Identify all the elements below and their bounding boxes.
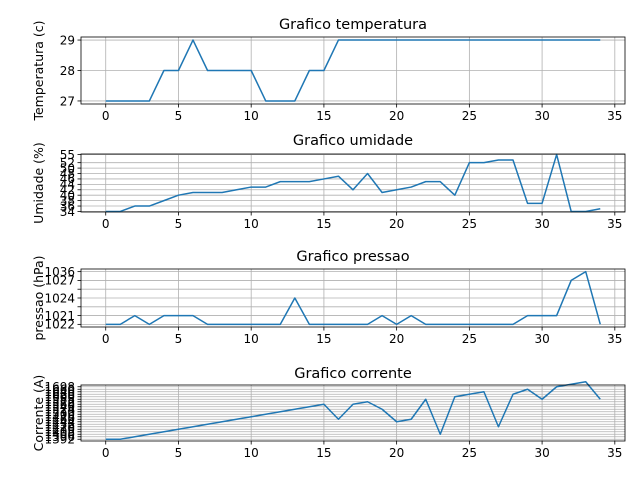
humidity-x-tick-label: 0 <box>102 217 110 231</box>
pressure-y-tick-label: 1036 <box>44 265 75 279</box>
temperature-x-tick-label: 35 <box>607 109 622 123</box>
temperature-x-tick-label: 15 <box>316 109 331 123</box>
temperature-y-axis-label: Temperatura (c) <box>31 20 46 121</box>
humidity-chart-title: Grafico umidade <box>293 133 413 149</box>
humidity-series-line <box>105 153 601 213</box>
humidity-x-tick-label: 35 <box>607 217 622 231</box>
current-x-tick-label: 10 <box>244 446 259 460</box>
pressure-x-tick-label: 0 <box>102 332 110 346</box>
current-y-tick-label: 1698 <box>44 380 75 394</box>
humidity-y-tick-label: 38 <box>60 194 75 208</box>
humidity-plot-frame <box>80 153 626 213</box>
pressure-y-axis-label: pressao (hPa) <box>31 255 46 340</box>
current-x-tick-label: 5 <box>175 446 183 460</box>
current-y-tick-label: 1620 <box>44 388 75 402</box>
current-x-tick-label: 20 <box>389 446 404 460</box>
current-y-tick-label: 1396 <box>44 430 75 444</box>
humidity-x-tick-label: 5 <box>175 217 183 231</box>
current-chart-title: Grafico corrente <box>294 366 412 382</box>
current-y-tick-label: 1588 <box>44 393 75 407</box>
humidity-y-tick-label: 40 <box>60 188 75 202</box>
current-x-tick-label: 35 <box>607 446 622 460</box>
humidity-y-tick-label: 50 <box>60 161 75 175</box>
current-y-tick-label: 1540 <box>44 400 75 414</box>
humidity-x-tick-label: 20 <box>389 217 404 231</box>
temperature-y-tick-label: 29 <box>60 33 75 47</box>
current-y-axis-label: Corrente (A) <box>31 375 46 452</box>
humidity-x-tick-label: 30 <box>534 217 549 231</box>
temperature-x-tick-label: 10 <box>244 109 259 123</box>
current-y-tick-label: 1600 <box>44 390 75 404</box>
temperature-y-tick-label: 28 <box>60 64 75 78</box>
current-x-tick-label: 15 <box>316 446 331 460</box>
current-y-tick-label: 1400 <box>44 428 75 442</box>
current-y-tick-label: 1660 <box>44 383 75 397</box>
humidity-y-tick-label: 36 <box>60 199 75 213</box>
current-y-tick-label: 1432 <box>44 418 75 432</box>
current-y-tick-label: 1510 <box>44 405 75 419</box>
pressure-x-tick-label: 5 <box>175 332 183 346</box>
current-chart: 0 5 10 15 20 25 30 35 13921396140014051410142014… <box>31 366 626 460</box>
pressure-y-tick-label: 1022 <box>44 318 75 332</box>
current-y-tick-label: 1524 <box>44 403 75 417</box>
temperature-x-tick-label: 25 <box>462 109 477 123</box>
humidity-y-tick-label: 42 <box>60 183 75 197</box>
current-y-tick-label: 1444 <box>44 415 75 429</box>
temperature-chart: 0 5 10 15 20 25 30 35 27 28 29 Grafico temperatura T… <box>31 17 626 123</box>
current-y-tick-label: 1392 <box>44 433 75 447</box>
humidity-y-tick-label: 34 <box>60 205 75 219</box>
pressure-x-tick-label: 30 <box>534 332 549 346</box>
temperature-x-tick-label: 20 <box>389 109 404 123</box>
humidity-y-tick-label: 44 <box>60 178 75 192</box>
pressure-x-tick-label: 10 <box>244 332 259 346</box>
temperature-x-tick-label: 30 <box>534 109 549 123</box>
humidity-y-tick-label: 48 <box>60 167 75 181</box>
current-plot-frame <box>80 384 626 442</box>
temperature-x-tick-label: 5 <box>175 109 183 123</box>
current-x-tick-label: 25 <box>462 446 477 460</box>
pressure-y-tick-label: 1021 <box>44 309 75 323</box>
humidity-x-tick-label: 25 <box>462 217 477 231</box>
humidity-y-axis-label: Umidade (%) <box>31 142 46 224</box>
current-y-tick-label: 1572 <box>44 395 75 409</box>
humidity-y-tick-label: 52 <box>60 156 75 170</box>
current-y-tick-label: 1405 <box>44 425 75 439</box>
pressure-x-tick-label: 15 <box>316 332 331 346</box>
humidity-y-tick-label: 46 <box>60 172 75 186</box>
pressure-y-tick-label: 1027 <box>44 274 75 288</box>
humidity-x-tick-label: 10 <box>244 217 259 231</box>
current-y-tick-label: 1476 <box>44 410 75 424</box>
humidity-y-tick-label: 55 <box>60 148 75 162</box>
current-y-tick-label: 1420 <box>44 420 75 434</box>
current-y-tick-label: 1410 <box>44 423 75 437</box>
current-y-tick-label: 1560 <box>44 398 75 412</box>
humidity-x-tick-label: 15 <box>316 217 331 231</box>
pressure-x-tick-label: 25 <box>462 332 477 346</box>
pressure-y-tick-label: 1024 <box>44 291 75 305</box>
current-y-tick-label: 1640 <box>44 385 75 399</box>
temperature-x-tick-label: 0 <box>102 109 110 123</box>
temperature-chart-title: Grafico temperatura <box>279 17 427 33</box>
temperature-y-tick-label: 27 <box>60 94 75 108</box>
current-series-line <box>105 381 601 440</box>
pressure-x-tick-label: 20 <box>389 332 404 346</box>
pressure-x-tick-label: 35 <box>607 332 622 346</box>
current-y-tick-label: 1500 <box>44 408 75 422</box>
pressure-chart-title: Grafico pressao <box>296 249 409 265</box>
current-y-tick-label: 1460 <box>44 413 75 427</box>
current-x-tick-label: 0 <box>102 446 110 460</box>
current-x-tick-label: 30 <box>534 446 549 460</box>
